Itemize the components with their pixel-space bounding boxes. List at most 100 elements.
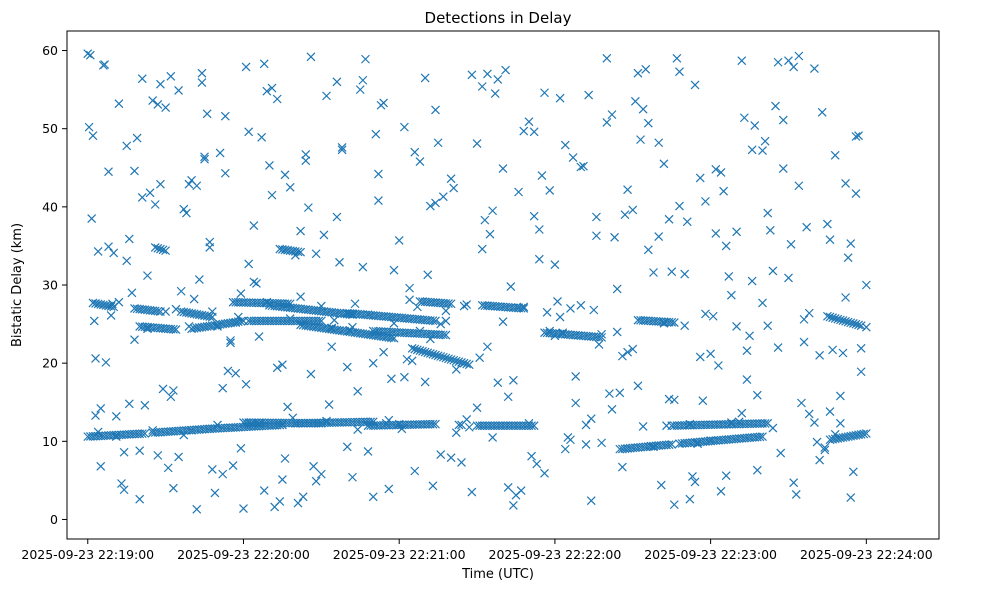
track-point [412,345,422,355]
data-point [742,346,752,356]
data-point [641,64,651,74]
data-point [449,183,459,193]
data-point [586,414,596,424]
data-point [846,239,856,249]
plot-frame [66,30,940,540]
data-point [423,270,433,280]
data-point [402,354,412,364]
track-point [848,319,858,328]
data-point [407,356,417,366]
data-point [610,232,620,242]
data-point [85,50,95,60]
data-point [342,362,352,372]
data-point [368,492,378,502]
data-point [420,377,430,387]
track-point [425,349,435,358]
data-point [171,304,181,314]
track-point [366,417,376,427]
data-point [464,422,474,432]
data-point [236,289,246,299]
track-point [529,421,539,431]
data-point [322,91,331,101]
data-point [514,187,523,197]
data-point [353,425,363,435]
data-point [275,497,285,506]
track-point [851,319,861,329]
track-point [168,324,178,334]
data-point [210,488,220,498]
data-point [91,411,100,420]
data-point [861,322,871,332]
data-point [540,88,549,98]
y-tick-label: 0 [50,512,58,527]
data-point [267,83,277,93]
data-point [358,75,368,85]
data-point [854,131,863,141]
data-point [249,221,259,231]
data-point [259,486,269,495]
data-point [745,331,754,341]
data-point [459,301,469,311]
track-point [594,332,604,342]
data-point [498,164,508,173]
data-point [524,117,534,127]
data-point [534,254,544,264]
track-point [825,312,835,322]
data-point [446,453,456,463]
data-point [654,232,664,241]
data-point [119,485,129,495]
data-point [802,222,812,232]
data-point [166,71,176,81]
data-point [612,327,622,337]
data-point [306,369,316,379]
data-point [856,343,866,353]
track-point [667,317,677,327]
data-point [617,351,627,361]
data-point [765,225,775,235]
data-point [236,443,246,453]
data-point [750,121,760,130]
track-point [296,247,305,257]
data-point [249,277,259,287]
data-point [695,173,705,183]
data-point [628,344,638,354]
data-point [607,404,617,414]
data-point [335,257,344,267]
data-point [820,445,830,455]
data-point [337,143,347,152]
data-point [410,147,420,157]
data-point [540,468,549,478]
data-point [174,452,184,462]
track-point [407,343,417,353]
data-point [405,295,414,305]
data-point [758,146,767,155]
data-point [719,186,729,196]
track-point [161,246,171,256]
data-point [643,118,653,128]
data-point [604,389,614,399]
data-point [815,350,825,360]
data-point [348,472,357,482]
data-point [732,227,741,237]
data-point [207,465,217,474]
data-point [667,267,677,277]
data-point [698,396,708,406]
data-point [399,372,409,382]
data-point [226,338,235,348]
data-point [441,316,451,326]
track-point [846,318,856,328]
data-point [156,79,165,89]
data-point [861,280,871,290]
data-point [713,361,723,370]
data-point [399,122,409,132]
data-point [810,418,819,427]
data-point [117,479,126,488]
data-point [441,306,451,316]
data-point [451,364,461,374]
data-point [628,205,638,215]
track-point [140,429,150,438]
data-point [293,498,303,508]
data-point [742,375,752,384]
track-point [441,353,451,363]
data-point [176,286,186,296]
